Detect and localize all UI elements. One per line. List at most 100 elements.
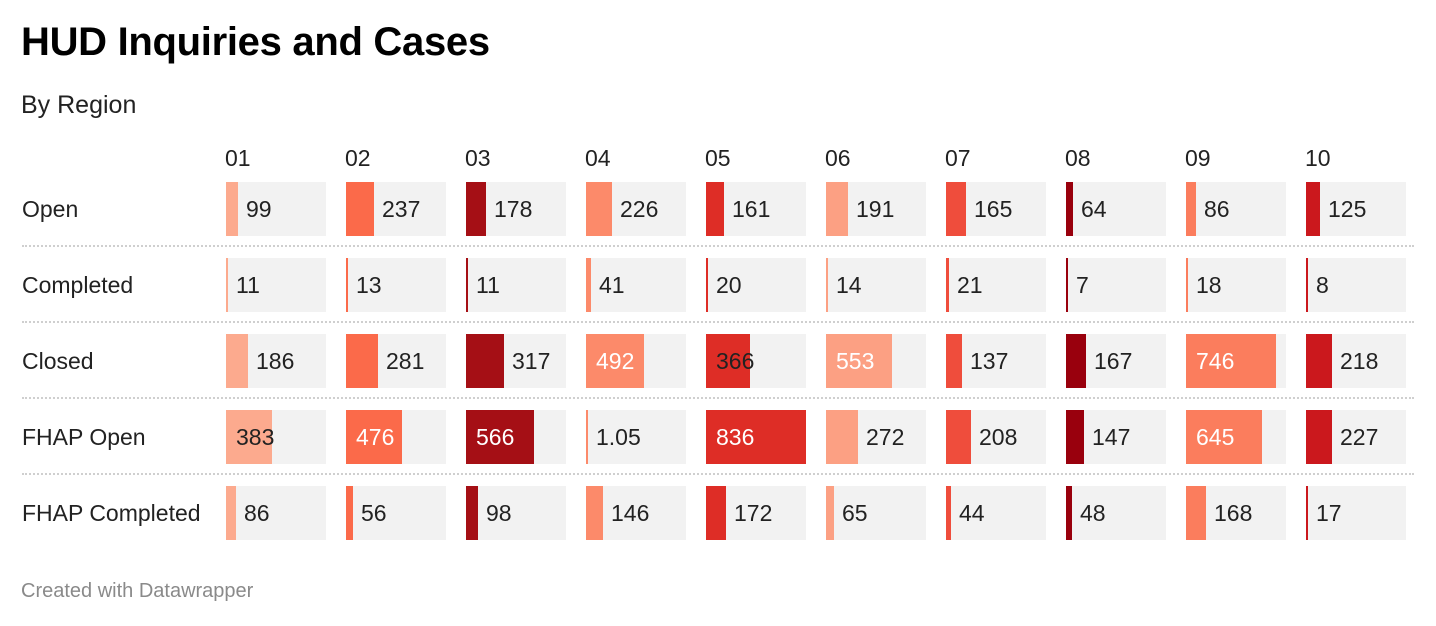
value-label: 168 [1214,500,1253,526]
value-bar [346,334,378,388]
value-label: 86 [1204,196,1230,222]
value-label: 172 [734,500,773,526]
table-cell: 86 [226,486,326,540]
table-cell: 492 [586,334,686,388]
value-bar [346,410,402,464]
table-cell: 18 [1186,258,1286,312]
value-bar [1306,486,1308,540]
value-bar [1186,258,1188,312]
row-label: FHAP Open [22,424,146,450]
value-label: 11 [236,272,260,298]
value-label: 281 [386,348,425,374]
value-label: 165 [974,196,1013,222]
row-label: Open [22,196,79,222]
table-cell: 20 [706,258,806,312]
value-bar [826,410,858,464]
value-bar [586,334,644,388]
value-label: 41 [599,272,625,298]
value-label: 317 [512,348,551,374]
table-cell: 272 [826,410,926,464]
value-bar [706,182,724,236]
table-cell: 1.05 [586,410,686,464]
value-bar [1186,410,1262,464]
table-cell: 11 [226,258,326,312]
value-bar [1306,258,1308,312]
table-cell: 191 [826,182,926,236]
value-bar [826,486,834,540]
value-label: 56 [361,500,387,526]
value-label: 86 [244,500,270,526]
value-bar [946,486,951,540]
column-header-02: 02 [345,145,371,171]
value-bar [1066,334,1086,388]
value-bar [1066,486,1072,540]
table-cell: 168 [1186,486,1286,540]
table-cell: 167 [1066,334,1166,388]
table-cell: 146 [586,486,686,540]
value-label: 8 [1316,272,1329,298]
table-cell: 645 [1186,410,1286,464]
table-cell: 566 [466,410,566,464]
value-bar [466,182,486,236]
value-label: 20 [716,272,742,298]
value-label: 566 [476,424,515,450]
value-label: 492 [596,348,635,374]
value-label: 746 [1196,348,1235,374]
table-cell: 218 [1306,334,1406,388]
value-label: 226 [620,196,659,222]
value-label: 21 [957,272,983,298]
table-cell: 64 [1066,182,1166,236]
value-label: 208 [979,424,1018,450]
table-cell: 476 [346,410,446,464]
value-bar [466,486,478,540]
value-label: 14 [836,272,862,298]
value-label: 476 [356,424,395,450]
value-label: 98 [486,500,512,526]
value-label: 167 [1094,348,1133,374]
table-cell: 227 [1306,410,1406,464]
value-bar [226,334,248,388]
row-separator [22,397,1414,399]
value-label: 13 [356,272,382,298]
value-label: 147 [1092,424,1131,450]
table-cell: 86 [1186,182,1286,236]
value-label: 237 [382,196,421,222]
table-cell: 383 [226,410,326,464]
value-label: 186 [256,348,295,374]
value-bar [706,486,726,540]
table-cell: 178 [466,182,566,236]
table-cell: 226 [586,182,686,236]
table-cell: 41 [586,258,686,312]
row-label: FHAP Completed [22,500,201,526]
column-header-07: 07 [945,145,971,171]
column-header-10: 10 [1305,145,1331,171]
value-label: 161 [732,196,771,222]
value-bar [1306,410,1332,464]
value-bar [1066,182,1073,236]
table-cell: 17 [1306,486,1406,540]
value-label: 48 [1080,500,1106,526]
chart-title: HUD Inquiries and Cases [21,20,490,64]
value-bar [706,258,708,312]
row-separator [22,321,1414,323]
table-cell: 99 [226,182,326,236]
value-bar [346,182,374,236]
value-bar [346,258,348,312]
table-cell: 281 [346,334,446,388]
value-bar [226,258,228,312]
value-label: 191 [856,196,895,222]
table-cell: 13 [346,258,446,312]
value-bar [466,334,504,388]
column-header-04: 04 [585,145,611,171]
value-bar [1066,410,1084,464]
table-cell: 7 [1066,258,1166,312]
value-label: 18 [1196,272,1222,298]
attribution-footer[interactable]: Created with Datawrapper [21,580,254,602]
column-header-03: 03 [465,145,491,171]
value-bar [1186,182,1196,236]
value-bar [586,410,588,464]
value-label: 125 [1328,196,1367,222]
table-cell: 44 [946,486,1046,540]
value-label: 645 [1196,424,1235,450]
value-bar [946,410,971,464]
